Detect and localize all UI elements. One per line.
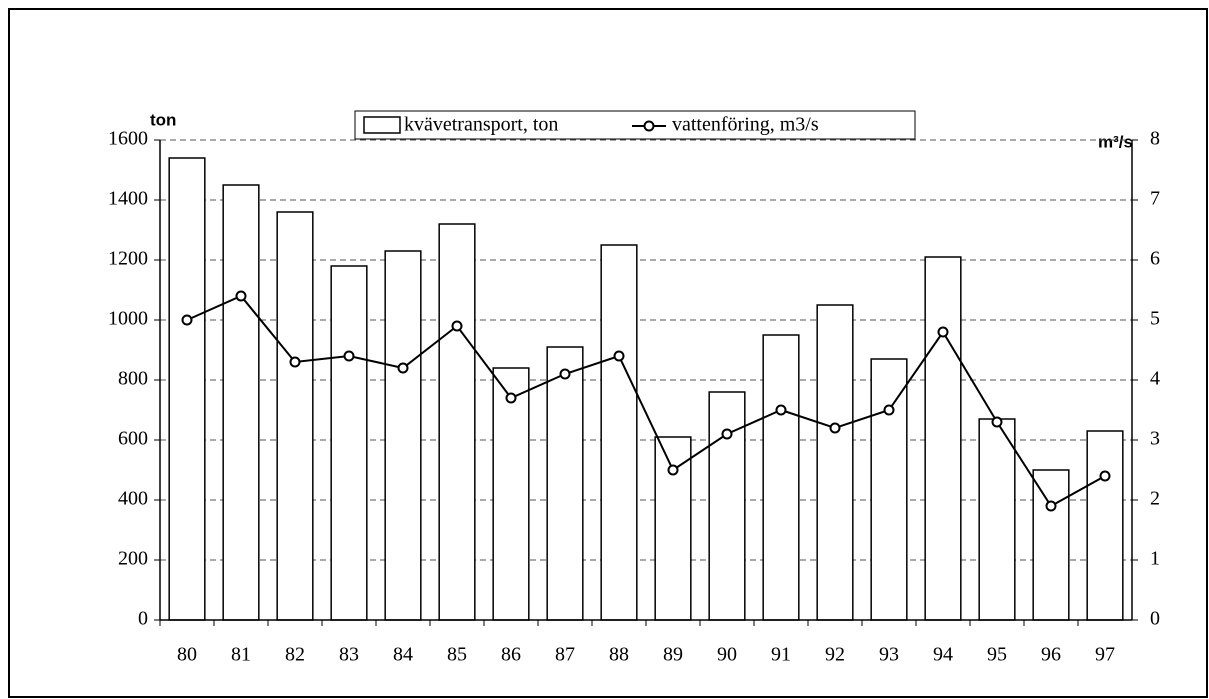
marker [829,422,841,434]
bar [222,184,260,621]
x-tick-label: 82 [285,644,305,666]
y2-tick-label: 6 [1150,248,1160,270]
y2-tick-label: 7 [1150,188,1160,210]
marker [559,368,571,380]
legend-label: kvävetransport, ton [404,114,558,136]
line [186,294,1106,508]
marker [1045,500,1057,512]
y-axis-label: ton [150,110,176,129]
y2-tick-label: 3 [1150,428,1160,450]
bar [492,367,530,621]
marker [235,290,247,302]
bar [546,346,584,621]
bar [330,265,368,621]
marker [775,404,787,416]
x-tick-label: 83 [339,644,359,666]
y2-tick-label: 5 [1150,308,1160,330]
bar [1032,469,1070,621]
x-tick-label: 88 [609,644,629,666]
marker [937,326,949,338]
x-tick-label: 94 [933,644,953,666]
x-tick-label: 92 [825,644,845,666]
y-tick-label: 600 [118,428,148,450]
bar [762,334,800,621]
x-tick-label: 85 [447,644,467,666]
marker [883,404,895,416]
y-tick-label: 0 [138,608,148,630]
bar [978,418,1016,621]
marker [991,416,1003,428]
y-tick-label: 400 [118,488,148,510]
legend-label: vattenföring, m3/s [672,114,819,136]
y-tick-label: 800 [118,368,148,390]
x-tick-label: 89 [663,644,683,666]
y-tick-label: 200 [118,548,148,570]
y-tick-label: 1600 [108,128,148,150]
marker [721,428,733,440]
bar [1086,430,1124,621]
y2-tick-label: 1 [1150,548,1160,570]
x-tick-label: 84 [393,644,413,666]
x-tick-label: 93 [879,644,899,666]
x-tick-label: 90 [717,644,737,666]
x-tick-label: 95 [987,644,1007,666]
x-tick-label: 81 [231,644,251,666]
marker [397,362,409,374]
marker [667,464,679,476]
bar [168,157,206,621]
bar [600,244,638,621]
y2-tick-label: 8 [1150,128,1160,150]
y-tick-label: 1400 [108,188,148,210]
y-tick-label: 1200 [108,248,148,270]
x-tick-label: 91 [771,644,791,666]
bar [870,358,908,621]
marker [1099,470,1111,482]
bar [384,250,422,621]
bar [816,304,854,621]
y-tick-label: 1000 [108,308,148,330]
y2-tick-label: 4 [1150,368,1160,390]
legend-swatch [363,116,401,134]
legend-marker [643,120,655,132]
marker [451,320,463,332]
y2-tick-label: 2 [1150,488,1160,510]
x-tick-label: 87 [555,644,575,666]
bar [276,211,314,621]
bar [438,223,476,621]
x-tick-label: 86 [501,644,521,666]
x-tick-label: 97 [1095,644,1115,666]
frame [8,8,1208,698]
marker [343,350,355,362]
marker [289,356,301,368]
marker [613,350,625,362]
x-tick-label: 96 [1041,644,1061,666]
y2-axis-label: m³/s [1098,132,1133,151]
bar [654,436,692,621]
bar [924,256,962,621]
y2-tick-label: 0 [1150,608,1160,630]
bar [708,391,746,621]
x-tick-label: 80 [177,644,197,666]
marker [181,314,193,326]
marker [505,392,517,404]
